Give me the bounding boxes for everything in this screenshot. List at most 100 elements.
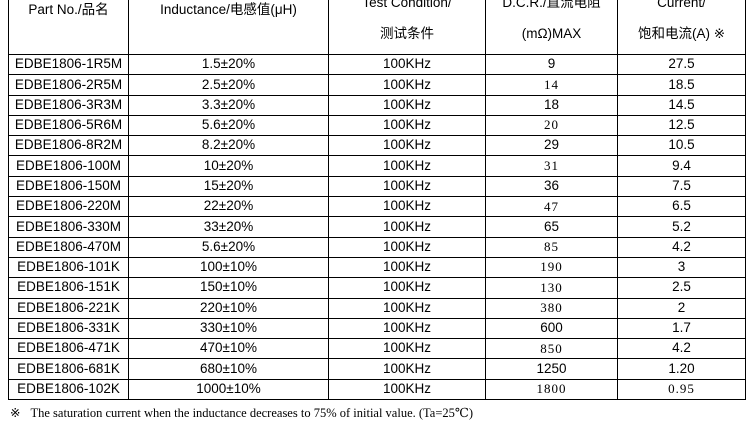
col-header-inductance-label: Inductance/电感值(μH) [160, 2, 297, 17]
test-condition-cell: 100KHz [328, 196, 486, 218]
test-condition-cell: 100KHz [328, 358, 486, 380]
current-cell: 2 [617, 297, 746, 319]
dcr-cell: 18 [485, 94, 618, 116]
table-row: EDBE1806-470M 5.6±20% 100KHz 85 4.2 [8, 236, 746, 258]
col-header-dcr: D.C.R./直流电阻 (mΩ)MAX [485, 0, 618, 55]
inductance-cell: 470±10% [128, 338, 329, 360]
table-row: EDBE1806-471K 470±10% 100KHz 850 4.2 [8, 338, 746, 360]
current-cell: 0.95 [617, 378, 746, 401]
dcr-cell: 47 [485, 196, 618, 218]
inductance-cell: 8.2±20% [128, 135, 329, 157]
inductance-cell: 1.5±20% [128, 53, 329, 76]
current-cell: 6.5 [617, 196, 746, 218]
part-no-cell: EDBE1806-2R5M [8, 74, 129, 96]
test-condition-cell: 100KHz [328, 74, 486, 96]
table-row: EDBE1806-3R3M 3.3±20% 100KHz 18 14.5 [8, 94, 746, 116]
inductance-cell: 33±20% [128, 216, 329, 238]
col-header-part-no-label: Part No./品名 [28, 2, 109, 17]
test-condition-cell: 100KHz [328, 94, 486, 116]
inductance-cell: 5.6±20% [128, 236, 329, 258]
test-condition-cell: 100KHz [328, 236, 486, 258]
dcr-cell: 190 [485, 256, 618, 279]
part-no-cell: EDBE1806-330M [8, 216, 129, 238]
table-row: EDBE1806-150M 15±20% 100KHz 36 7.5 [8, 175, 746, 198]
current-cell: 4.2 [617, 338, 746, 360]
table-row: EDBE1806-8R2M 8.2±20% 100KHz 29 10.5 [8, 135, 746, 157]
current-cell: 14.5 [617, 94, 746, 116]
inductance-cell: 220±10% [128, 297, 329, 319]
part-no-cell: EDBE1806-471K [8, 338, 129, 360]
table-row: EDBE1806-151K 150±10% 100KHz 130 2.5 [8, 277, 746, 299]
dcr-cell: 31 [485, 155, 618, 177]
table-row: EDBE1806-5R6M 5.6±20% 100KHz 20 12.5 [8, 114, 746, 137]
inductor-spec-table: Part No./品名 Inductance/电感值(μH) Test Cond… [8, 0, 746, 401]
inductance-cell: 22±20% [128, 196, 329, 218]
dcr-cell: 20 [485, 114, 618, 137]
table-row: EDBE1806-331K 330±10% 100KHz 600 1.7 [8, 317, 746, 340]
table-row: EDBE1806-2R5M 2.5±20% 100KHz 14 18.5 [8, 74, 746, 96]
test-condition-cell: 100KHz [328, 175, 486, 198]
current-cell: 3 [617, 256, 746, 279]
dcr-cell: 1800 [485, 378, 618, 401]
col-header-current-line2: 饱和电流(A) ※ [637, 25, 726, 41]
inductance-cell: 10±20% [128, 155, 329, 177]
current-cell: 1.7 [617, 317, 746, 340]
part-no-cell: EDBE1806-102K [8, 378, 129, 401]
table-row: EDBE1806-681K 680±10% 100KHz 1250 1.20 [8, 358, 746, 380]
inductance-cell: 2.5±20% [128, 74, 329, 96]
part-no-cell: EDBE1806-681K [8, 358, 129, 380]
col-header-test-condition: Test Condition/ 测试条件 [328, 0, 486, 55]
inductance-cell: 150±10% [128, 277, 329, 299]
current-cell: 12.5 [617, 114, 746, 137]
current-cell: 9.4 [617, 155, 746, 177]
dcr-cell: 1250 [485, 358, 618, 380]
table-row: EDBE1806-1R5M 1.5±20% 100KHz 9 27.5 [8, 53, 746, 76]
dcr-cell: 65 [485, 216, 618, 238]
dcr-cell: 14 [485, 74, 618, 96]
table-row: EDBE1806-102K 1000±10% 100KHz 1800 0.95 [8, 378, 746, 401]
dcr-cell: 380 [485, 297, 618, 319]
dcr-cell: 130 [485, 277, 618, 299]
current-cell: 10.5 [617, 135, 746, 157]
test-condition-cell: 100KHz [328, 378, 486, 401]
inductance-cell: 15±20% [128, 175, 329, 198]
dcr-cell: 85 [485, 236, 618, 258]
col-header-dcr-line1: D.C.R./直流电阻 [502, 0, 601, 10]
part-no-cell: EDBE1806-220M [8, 196, 129, 218]
col-header-dcr-line2: (mΩ)MAX [521, 25, 582, 41]
inductance-cell: 100±10% [128, 256, 329, 279]
test-condition-cell: 100KHz [328, 155, 486, 177]
dcr-cell: 600 [485, 317, 618, 340]
current-cell: 2.5 [617, 277, 746, 299]
dcr-cell: 850 [485, 338, 618, 360]
header-row: Part No./品名 Inductance/电感值(μH) Test Cond… [8, 0, 746, 55]
part-no-cell: EDBE1806-151K [8, 277, 129, 299]
footnote-reference-mark: ※ [10, 406, 21, 420]
current-cell: 27.5 [617, 53, 746, 76]
table-row: EDBE1806-100M 10±20% 100KHz 31 9.4 [8, 155, 746, 177]
dcr-cell: 9 [485, 53, 618, 76]
table-row: EDBE1806-221K 220±10% 100KHz 380 2 [8, 297, 746, 319]
test-condition-cell: 100KHz [328, 317, 486, 340]
table-row: EDBE1806-330M 33±20% 100KHz 65 5.2 [8, 216, 746, 238]
part-no-cell: EDBE1806-3R3M [8, 94, 129, 116]
test-condition-cell: 100KHz [328, 135, 486, 157]
inductance-cell: 680±10% [128, 358, 329, 380]
current-cell: 1.20 [617, 358, 746, 380]
test-condition-cell: 100KHz [328, 114, 486, 137]
table-row: EDBE1806-101K 100±10% 100KHz 190 3 [8, 256, 746, 279]
test-condition-cell: 100KHz [328, 297, 486, 319]
part-no-cell: EDBE1806-1R5M [8, 53, 129, 76]
test-condition-cell: 100KHz [328, 277, 486, 299]
col-header-test-condition-line2: 测试条件 [380, 25, 434, 41]
dcr-cell: 36 [485, 175, 618, 198]
part-no-cell: EDBE1806-470M [8, 236, 129, 258]
col-header-test-condition-line1: Test Condition/ [362, 0, 452, 10]
dcr-cell: 29 [485, 135, 618, 157]
current-cell: 4.2 [617, 236, 746, 258]
table-row: EDBE1806-220M 22±20% 100KHz 47 6.5 [8, 196, 746, 218]
part-no-cell: EDBE1806-331K [8, 317, 129, 340]
footnote-text: The saturation current when the inductan… [30, 406, 474, 420]
inductance-cell: 3.3±20% [128, 94, 329, 116]
